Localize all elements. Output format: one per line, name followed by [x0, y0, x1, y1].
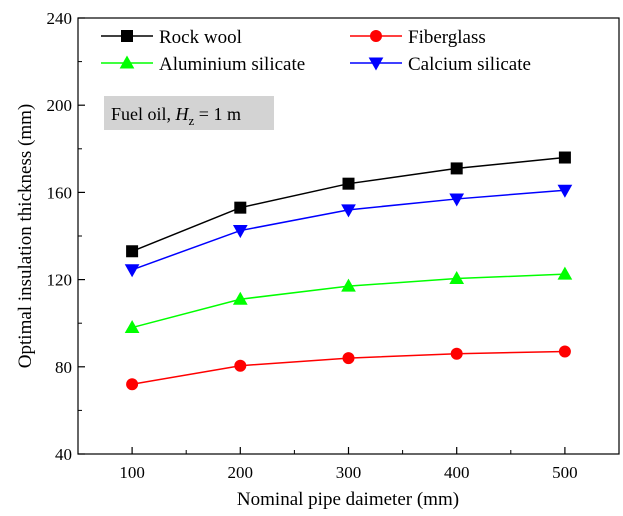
data-point-2-1: [232, 291, 248, 305]
legend-label-0: Rock wool: [159, 27, 242, 48]
legend-marker-0: [121, 30, 133, 42]
data-point-2-4: [557, 266, 573, 280]
series-1: [126, 345, 571, 391]
data-point-1-2: [342, 352, 355, 365]
data-point-0-3: [450, 162, 463, 175]
x-tick-label-200: 200: [228, 463, 254, 482]
legend-entry-2: Aluminium silicate: [101, 54, 305, 75]
legend-label-1: Fiberglass: [408, 27, 486, 48]
y-tick-label-160: 160: [47, 183, 73, 202]
data-point-1-4: [558, 345, 571, 358]
legend-entry-0: Rock wool: [101, 27, 242, 48]
legend-label-3: Calcium silicate: [408, 54, 531, 75]
axis-ticks: 100 200 300 400 500 40 80 120 160 200 240: [47, 9, 578, 482]
annotation-variable: H: [175, 104, 190, 124]
legend-entry-1: Fiberglass: [350, 27, 486, 48]
y-axis-title: Optimal insulation thickness (mm): [15, 104, 36, 368]
data-point-1-0: [126, 378, 139, 391]
annotation-background: [104, 96, 274, 130]
annotation-subscript: z: [189, 113, 195, 128]
series-3: [124, 184, 573, 278]
y-tick-label-240: 240: [47, 9, 73, 28]
y-tick-label-40: 40: [55, 445, 72, 464]
data-point-0-2: [342, 177, 355, 190]
annotation-suffix: = 1 m: [194, 104, 241, 124]
data-point-2-0: [124, 320, 140, 334]
series-line-3: [131, 189, 565, 271]
y-tick-label-80: 80: [55, 358, 72, 377]
data-point-0-0: [126, 245, 139, 258]
x-axis-title: Nominal pipe daimeter (mm): [237, 489, 459, 510]
data-point-0-4: [558, 151, 571, 164]
series-layer: [124, 151, 573, 391]
x-tick-label-500: 500: [552, 463, 578, 482]
data-point-3-1: [232, 225, 248, 239]
series-0: [126, 151, 571, 258]
data-point-2-3: [449, 270, 465, 285]
annotation-box: Fuel oil, Hz = 1 m: [104, 96, 274, 130]
data-point-3-2: [341, 204, 356, 218]
data-point-1-3: [450, 347, 463, 360]
legend-marker-3: [368, 57, 384, 71]
data-point-0-1: [234, 201, 247, 214]
legend-marker-2: [119, 55, 135, 69]
legend-marker-1: [370, 30, 382, 42]
legend-entry-3: Calcium silicate: [350, 54, 531, 75]
x-tick-label-300: 300: [336, 463, 362, 482]
annotation-prefix: Fuel oil,: [111, 104, 176, 124]
series-2: [124, 266, 573, 334]
y-tick-label-120: 120: [47, 271, 73, 290]
x-tick-label-400: 400: [444, 463, 470, 482]
data-point-3-4: [557, 184, 573, 198]
data-point-3-3: [449, 193, 465, 207]
x-tick-label-100: 100: [119, 463, 145, 482]
data-point-2-2: [341, 278, 356, 292]
plot-frame: [77, 17, 620, 455]
data-point-3-0: [124, 264, 140, 278]
legend-label-2: Aluminium silicate: [159, 54, 305, 75]
y-tick-label-200: 200: [47, 96, 73, 115]
annotation-text: Fuel oil, Hz = 1 m: [111, 104, 241, 128]
legend: Rock wool Fiberglass Aluminium silicate Cal…: [101, 27, 531, 75]
data-point-1-1: [234, 359, 247, 372]
